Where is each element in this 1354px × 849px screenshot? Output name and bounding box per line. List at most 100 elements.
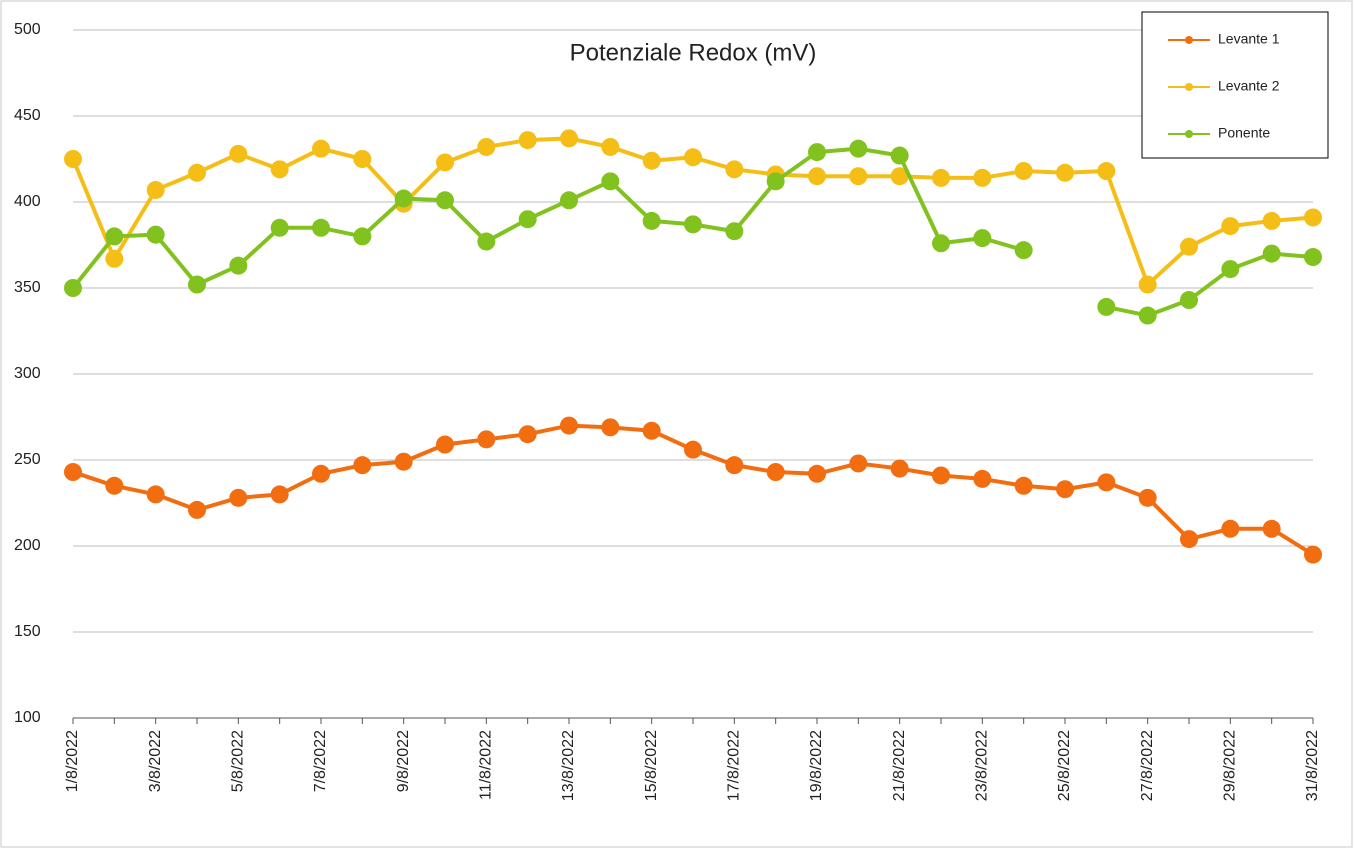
legend-marker bbox=[1185, 36, 1193, 44]
data-point bbox=[64, 279, 82, 297]
data-point bbox=[1138, 488, 1157, 507]
x-tick-label: 23/8/2022 bbox=[974, 730, 991, 801]
y-tick-label: 450 bbox=[14, 107, 41, 124]
data-point bbox=[1014, 241, 1033, 260]
data-point bbox=[766, 463, 785, 482]
data-point bbox=[808, 143, 826, 162]
data-point bbox=[932, 466, 950, 485]
data-point bbox=[64, 150, 82, 168]
data-point bbox=[808, 464, 826, 483]
y-tick-label: 100 bbox=[14, 709, 41, 726]
data-point bbox=[518, 425, 537, 444]
data-point bbox=[973, 168, 992, 187]
data-point bbox=[229, 488, 248, 507]
data-point bbox=[725, 222, 744, 241]
legend-marker bbox=[1185, 130, 1193, 138]
data-point bbox=[353, 227, 372, 246]
x-tick-label: 7/8/2022 bbox=[312, 730, 329, 792]
data-point bbox=[1221, 519, 1240, 538]
data-point bbox=[1262, 244, 1281, 263]
x-tick-label: 27/8/2022 bbox=[1139, 730, 1156, 801]
data-point bbox=[890, 146, 909, 165]
data-point bbox=[601, 172, 620, 191]
data-point bbox=[890, 167, 909, 186]
data-point bbox=[1262, 211, 1281, 230]
data-point bbox=[1014, 162, 1033, 181]
x-tick-label: 31/8/2022 bbox=[1304, 730, 1321, 801]
data-point bbox=[1180, 237, 1198, 256]
data-point bbox=[1056, 480, 1074, 499]
data-point bbox=[849, 454, 868, 473]
data-point bbox=[518, 131, 537, 150]
data-point bbox=[394, 452, 413, 471]
data-point bbox=[560, 416, 578, 435]
data-point bbox=[64, 463, 82, 482]
legend-label: Levante 1 bbox=[1218, 31, 1280, 47]
x-tick-label: 15/8/2022 bbox=[643, 730, 660, 801]
data-point bbox=[1097, 297, 1116, 316]
data-point bbox=[1097, 473, 1116, 492]
data-point bbox=[684, 215, 702, 234]
data-point bbox=[188, 500, 206, 519]
x-tick-label: 29/8/2022 bbox=[1222, 730, 1239, 801]
data-point bbox=[973, 229, 992, 248]
data-point bbox=[353, 456, 372, 475]
data-point bbox=[766, 172, 785, 191]
data-point bbox=[973, 469, 992, 488]
data-point bbox=[1180, 291, 1198, 310]
data-point bbox=[229, 256, 248, 275]
data-point bbox=[394, 189, 413, 208]
data-point bbox=[725, 456, 744, 475]
data-point bbox=[188, 163, 206, 182]
data-point bbox=[849, 139, 868, 158]
data-point bbox=[436, 435, 454, 454]
x-tick-label: 3/8/2022 bbox=[147, 730, 164, 792]
data-point bbox=[1221, 260, 1240, 279]
x-tick-label: 17/8/2022 bbox=[726, 730, 743, 801]
x-tick-label: 13/8/2022 bbox=[560, 730, 577, 801]
data-point bbox=[560, 129, 578, 148]
data-point bbox=[642, 421, 661, 440]
data-point bbox=[1138, 275, 1157, 294]
x-tick-label: 1/8/2022 bbox=[64, 730, 81, 792]
data-point bbox=[1180, 530, 1198, 549]
y-tick-label: 150 bbox=[14, 623, 41, 640]
data-point bbox=[725, 160, 744, 179]
data-point bbox=[436, 153, 454, 172]
data-point bbox=[188, 275, 206, 294]
data-point bbox=[312, 139, 330, 158]
data-point bbox=[477, 137, 496, 156]
data-point bbox=[684, 148, 702, 167]
data-point bbox=[270, 485, 289, 504]
data-point bbox=[560, 191, 578, 210]
legend-label: Ponente bbox=[1218, 125, 1270, 141]
y-tick-label: 200 bbox=[14, 537, 41, 554]
data-point bbox=[518, 210, 537, 229]
data-point bbox=[684, 440, 702, 459]
data-point bbox=[932, 234, 950, 253]
x-tick-label: 25/8/2022 bbox=[1056, 730, 1073, 801]
data-point bbox=[146, 225, 165, 244]
data-point bbox=[146, 180, 165, 199]
data-point bbox=[932, 168, 950, 187]
data-point bbox=[1304, 208, 1322, 227]
legend-label: Levante 2 bbox=[1218, 78, 1280, 94]
data-point bbox=[477, 430, 496, 449]
data-point bbox=[642, 211, 661, 230]
chart-title: Potenziale Redox (mV) bbox=[570, 39, 817, 66]
data-point bbox=[1014, 476, 1033, 495]
data-point bbox=[890, 459, 909, 478]
data-point bbox=[270, 160, 289, 179]
data-point bbox=[808, 167, 826, 186]
y-tick-label: 400 bbox=[14, 193, 41, 210]
data-point bbox=[146, 485, 165, 504]
data-point bbox=[1221, 217, 1240, 236]
legend-marker bbox=[1185, 83, 1193, 91]
x-tick-label: 19/8/2022 bbox=[808, 730, 825, 801]
data-point bbox=[270, 218, 289, 237]
data-point bbox=[1138, 306, 1157, 325]
x-tick-label: 11/8/2022 bbox=[478, 730, 495, 800]
data-point bbox=[105, 227, 124, 246]
y-tick-label: 500 bbox=[14, 21, 41, 38]
